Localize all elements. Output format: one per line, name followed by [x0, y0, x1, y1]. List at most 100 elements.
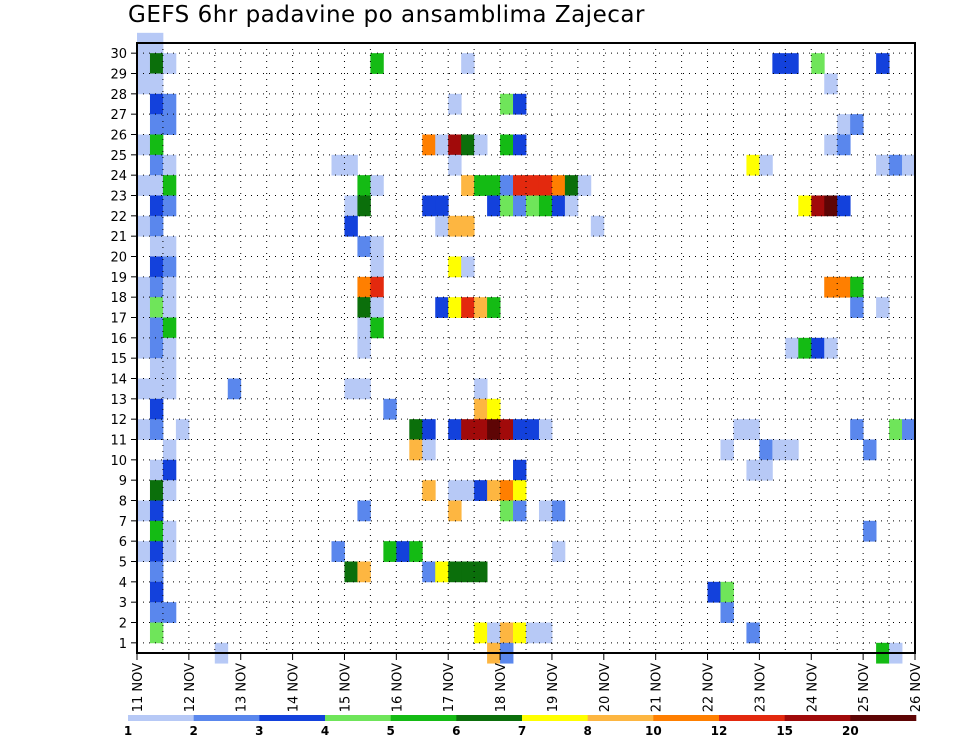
heatmap-cell [577, 175, 592, 196]
heatmap-cell [149, 561, 164, 583]
heatmap-cell [461, 256, 475, 278]
heatmap-cell [720, 602, 734, 623]
y-tick-label: 13 [110, 393, 127, 408]
heatmap-cell [513, 500, 527, 522]
y-tick-label: 30 [110, 47, 127, 62]
heatmap-cell [850, 114, 864, 135]
heatmap-cell [149, 500, 164, 522]
heatmap-cell [344, 154, 358, 176]
y-tick-label: 11 [110, 434, 127, 449]
heatmap-cell [772, 53, 786, 74]
heatmap-cell [487, 622, 501, 644]
legend-label: 1 [124, 724, 132, 738]
heatmap-cell [162, 195, 177, 217]
y-tick-label: 6 [119, 535, 127, 550]
x-tick-label: 20 NOV [598, 663, 613, 712]
heatmap-cells [137, 32, 916, 664]
y-tick-label: 3 [119, 596, 127, 611]
heatmap-cell [149, 297, 164, 318]
plot-frame [136, 42, 916, 654]
heatmap-cell [149, 195, 164, 217]
heatmap-cell [448, 256, 462, 278]
heatmap-cell [357, 276, 371, 298]
legend-label: 8 [583, 724, 591, 738]
y-tick-label: 18 [110, 291, 127, 306]
heatmap-cell [526, 195, 540, 217]
heatmap-cell [474, 398, 488, 420]
heatmap-cell [149, 581, 164, 603]
heatmap-cell [162, 154, 177, 176]
heatmap-cell [370, 276, 384, 298]
heatmap-cell [162, 439, 177, 461]
heatmap-cell [850, 419, 864, 440]
heatmap-cell [448, 419, 462, 440]
heatmap-cell [551, 195, 566, 217]
heatmap-cell [500, 500, 514, 522]
y-tick-label: 5 [119, 556, 127, 571]
heatmap-cell [162, 53, 177, 74]
heatmap-cell [746, 622, 760, 644]
heatmap-cell [137, 215, 151, 237]
heatmap-cell [526, 622, 540, 644]
heatmap-cell [422, 134, 436, 156]
heatmap-cell [824, 195, 838, 217]
heatmap-cell [474, 561, 488, 583]
heatmap-cell [357, 175, 371, 196]
y-tick-label: 7 [119, 515, 127, 530]
legend-label: 6 [452, 724, 460, 738]
heatmap-cell [435, 561, 449, 583]
y-tick-label: 17 [110, 312, 127, 327]
heatmap-cell [902, 154, 916, 176]
heatmap-cell [474, 378, 488, 400]
heatmap-cell [162, 602, 177, 623]
heatmap-cell [137, 378, 151, 400]
x-tick-label: 26 NOV [909, 663, 924, 712]
legend-swatch [719, 715, 785, 721]
heatmap-cell [357, 337, 371, 359]
y-tick-label: 23 [110, 190, 127, 205]
heatmap-cell [538, 195, 553, 217]
heatmap-cell [448, 134, 462, 156]
heatmap-cell [149, 480, 164, 501]
heatmap-cell [461, 480, 475, 501]
heatmap-cell [461, 134, 475, 156]
legend-swatch [128, 715, 194, 721]
heatmap-cell [500, 93, 514, 115]
x-tick-label: 25 NOV [857, 663, 872, 712]
heatmap-cell [798, 195, 812, 217]
y-tick-label: 15 [110, 352, 127, 367]
heatmap-cell [149, 134, 164, 156]
heatmap-cell [746, 154, 760, 176]
x-tick-label: 21 NOV [650, 663, 665, 712]
y-tick-label: 20 [110, 251, 127, 266]
heatmap-cell [448, 154, 462, 176]
heatmap-cell [149, 215, 164, 237]
heatmap-cell [487, 297, 501, 318]
heatmap-cell [474, 480, 488, 501]
heatmap-cell [357, 561, 371, 583]
heatmap-cell [876, 53, 890, 74]
heatmap-cell [149, 358, 164, 379]
legend-label: 3 [255, 724, 263, 738]
heatmap-cell [137, 53, 151, 74]
heatmap-cell [422, 195, 436, 217]
y-tick-label: 22 [110, 210, 127, 225]
heatmap-cell [513, 195, 527, 217]
heatmap-cell [513, 622, 527, 644]
heatmap-cell [383, 398, 397, 420]
heatmap-cell [811, 337, 825, 359]
heatmap-cell [461, 419, 475, 440]
y-tick-label: 14 [110, 373, 127, 388]
heatmap-cell [487, 195, 501, 217]
heatmap-cell [564, 175, 579, 196]
heatmap-cell [461, 175, 475, 196]
heatmap-cell [448, 297, 462, 318]
y-tick-label: 29 [110, 68, 127, 83]
heatmap-cell [344, 215, 358, 237]
heatmap-cell [837, 195, 851, 217]
y-tick-label: 4 [119, 576, 127, 591]
heatmap-cell [357, 297, 371, 318]
heatmap-cell [435, 297, 449, 318]
heatmap-cell [149, 459, 164, 481]
heatmap-cell [824, 134, 838, 156]
